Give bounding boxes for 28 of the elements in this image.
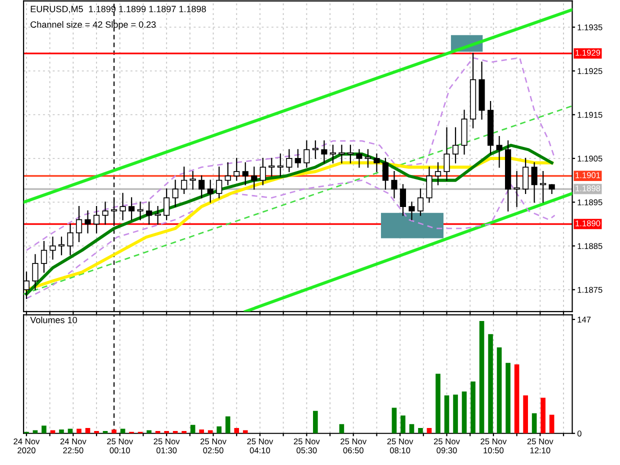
x-tick-label: 25 Nov 09:30 [434, 438, 460, 454]
x-tick-label: 25 Nov 02:50 [200, 438, 226, 454]
y-tick-label: 1.1885 [578, 243, 602, 250]
y-tick-label: 147 [578, 316, 591, 322]
ref-line-label: 1.1898 [576, 185, 600, 192]
y-tick-label: 1.1875 [578, 286, 602, 293]
x-tick-label: 25 Nov 01:30 [154, 438, 180, 454]
y-tick-label: 0 [577, 430, 582, 436]
y-tick-label: 1.1925 [578, 68, 602, 74]
y-tick-label: 1.1935 [578, 24, 602, 30]
x-tick-label: 25 Nov 08:10 [387, 438, 414, 454]
x-tick-label: 24 Nov 22:50 [60, 438, 86, 454]
x-tick-label: 25 Nov 10:50 [480, 438, 507, 454]
y-tick-label: 1.1895 [578, 199, 602, 206]
x-tick-label: 24 Nov 2020 [14, 438, 40, 454]
chart-title: Volumes 10 [30, 316, 77, 324]
y-tick-label: 1.1915 [578, 112, 602, 118]
ref-line-label: 1.1890 [576, 220, 600, 226]
ref-line-label: 1.1929 [576, 50, 600, 56]
x-tick-label: 25 Nov 06:50 [340, 438, 367, 454]
x-tick-label: 25 Nov 12:10 [527, 438, 554, 454]
x-tick-label: 25 Nov 04:10 [247, 438, 274, 454]
ref-line-label: 1.1901 [576, 172, 600, 178]
text: Channel size = 42 Slope = 0.23 [30, 21, 156, 30]
chart-title: EURUSD,M5 1.1899 1.1899 1.1897 1.1898 [30, 6, 206, 14]
x-tick-label: 25 Nov 00:10 [107, 438, 134, 454]
x-tick-label: 25 Nov 05:30 [294, 438, 320, 454]
y-tick-label: 1.1905 [578, 156, 602, 162]
